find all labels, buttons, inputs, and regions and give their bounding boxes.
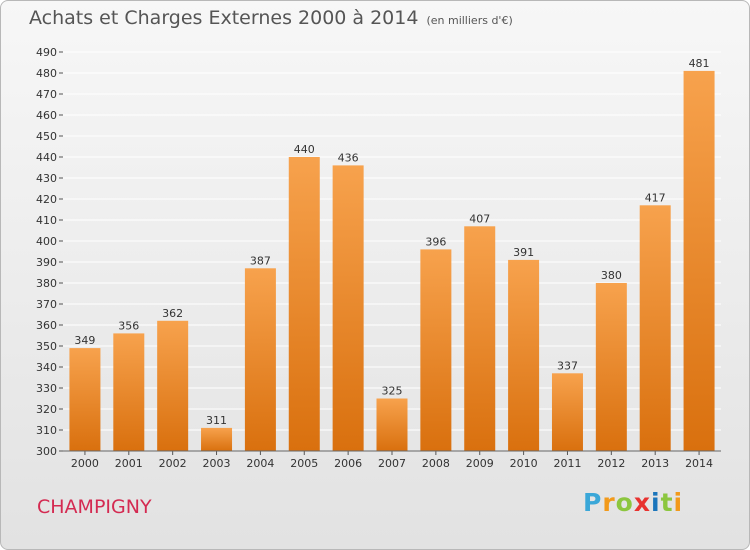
y-tick-label: 470 bbox=[36, 88, 57, 101]
logo-letter: i bbox=[651, 488, 661, 517]
bar-2003 bbox=[201, 427, 233, 451]
y-tick-label: 310 bbox=[36, 424, 57, 437]
logo-letter: i bbox=[673, 488, 684, 517]
data-label: 337 bbox=[557, 359, 578, 372]
x-tick-label: 2013 bbox=[641, 457, 669, 470]
data-label: 311 bbox=[206, 414, 227, 427]
x-tick-label: 2004 bbox=[246, 457, 274, 470]
y-tick-label: 480 bbox=[36, 67, 57, 80]
data-label: 362 bbox=[162, 307, 183, 320]
data-label: 481 bbox=[689, 57, 710, 70]
bar-2000 bbox=[69, 348, 101, 451]
data-label: 417 bbox=[645, 191, 666, 204]
chart-subtitle: (en milliers d'€) bbox=[426, 14, 513, 27]
city-name: CHAMPIGNY bbox=[37, 496, 152, 518]
bars bbox=[69, 70, 715, 452]
x-tick-label: 2000 bbox=[71, 457, 99, 470]
y-tick-label: 420 bbox=[36, 193, 57, 206]
data-label: 391 bbox=[513, 246, 534, 259]
bar-2010 bbox=[508, 259, 540, 451]
y-tick-label: 390 bbox=[36, 256, 57, 269]
logo-letter: r bbox=[602, 488, 616, 517]
y-tick-label: 360 bbox=[36, 319, 57, 332]
y-tick-label: 350 bbox=[36, 340, 57, 353]
data-label: 440 bbox=[294, 143, 315, 156]
y-tick-label: 330 bbox=[36, 382, 57, 395]
x-tick-label: 2014 bbox=[685, 457, 713, 470]
bar-2005 bbox=[288, 157, 320, 451]
bar-2004 bbox=[244, 268, 276, 451]
bar-2007 bbox=[376, 398, 408, 451]
y-tick-label: 460 bbox=[36, 109, 57, 122]
y-tick-label: 400 bbox=[36, 235, 57, 248]
data-label: 407 bbox=[469, 212, 490, 225]
logo-letter: P bbox=[583, 488, 603, 517]
logo-letter: o bbox=[615, 488, 634, 517]
x-tick-label: 2005 bbox=[290, 457, 318, 470]
x-axis-ticks: 2000 2001 2002 2003 2004 2005 2006 2007 2008 2009… bbox=[71, 451, 713, 470]
x-tick-label: 2009 bbox=[466, 457, 494, 470]
data-label: 396 bbox=[425, 235, 446, 248]
y-tick-label: 430 bbox=[36, 172, 57, 185]
bar-2009 bbox=[464, 226, 496, 451]
y-tick-label: 410 bbox=[36, 214, 57, 227]
y-tick-label: 300 bbox=[36, 445, 57, 458]
bar-2014 bbox=[683, 70, 715, 452]
data-label: 349 bbox=[74, 334, 95, 347]
bar-2008 bbox=[420, 249, 452, 451]
y-tick-label: 380 bbox=[36, 277, 57, 290]
data-label: 356 bbox=[118, 319, 139, 332]
y-tick-label: 440 bbox=[36, 151, 57, 164]
chart-title: Achats et Charges Externes 2000 à 2014 (e… bbox=[29, 7, 513, 29]
logo-letter: x bbox=[633, 488, 651, 517]
y-tick-label: 450 bbox=[36, 130, 57, 143]
bar-2001 bbox=[113, 333, 145, 451]
data-label: 380 bbox=[601, 269, 622, 282]
bar-2013 bbox=[639, 205, 671, 451]
bar-2012 bbox=[595, 283, 627, 451]
data-label: 325 bbox=[382, 385, 403, 398]
bar-2011 bbox=[551, 373, 583, 451]
proxiti-logo: Proxiti bbox=[583, 488, 683, 517]
y-tick-label: 340 bbox=[36, 361, 57, 374]
y-tick-label: 320 bbox=[36, 403, 57, 416]
x-tick-label: 2007 bbox=[378, 457, 406, 470]
logo-letter: t bbox=[660, 488, 674, 517]
x-tick-label: 2008 bbox=[422, 457, 450, 470]
data-label: 387 bbox=[250, 254, 271, 267]
x-tick-label: 2006 bbox=[334, 457, 362, 470]
x-tick-label: 2012 bbox=[597, 457, 625, 470]
x-tick-label: 2002 bbox=[159, 457, 187, 470]
chart-title-text: Achats et Charges Externes 2000 à 2014 bbox=[29, 7, 419, 29]
x-tick-label: 2003 bbox=[203, 457, 231, 470]
bar-2002 bbox=[157, 320, 189, 451]
x-tick-label: 2001 bbox=[115, 457, 143, 470]
bar-2006 bbox=[332, 165, 364, 451]
x-tick-label: 2010 bbox=[510, 457, 538, 470]
y-axis-ticks: 300 310 320 330 340 350 360 370 380 390 400 410 420 4… bbox=[36, 46, 63, 458]
data-label: 436 bbox=[338, 151, 359, 164]
data-labels: 349 356 362 311 387 440 436 325 396 407 391 337 380 4… bbox=[74, 57, 709, 427]
y-tick-label: 370 bbox=[36, 298, 57, 311]
y-tick-label: 490 bbox=[36, 46, 57, 59]
x-tick-label: 2011 bbox=[553, 457, 581, 470]
